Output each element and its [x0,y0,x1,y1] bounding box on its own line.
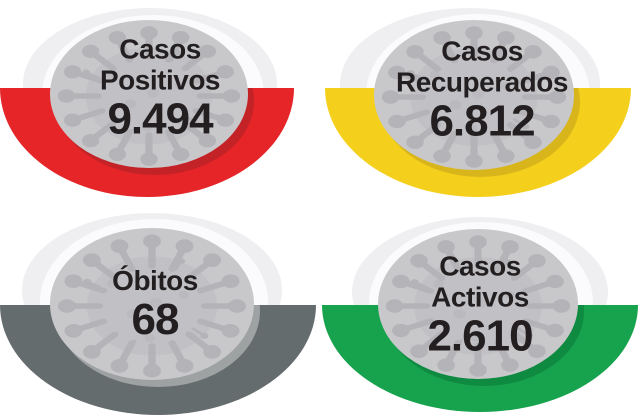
stat-label-line1: Casos [439,250,521,282]
stat-value: 68 [131,295,180,344]
stat-badge-obitos: Óbitos 68 [0,208,320,416]
stat-text-block: Casos Activos 2.610 [427,250,533,361]
stat-value: 6.812 [429,96,535,146]
stat-label-line2: Positivos [100,64,220,96]
stat-label-line1: Casos [441,35,523,67]
stat-label-line2: Activos [431,281,529,313]
stat-value: 2.610 [427,311,533,361]
stat-text-block: Casos Recuperados 6.812 [396,36,568,145]
stat-text-block: Óbitos 68 [112,265,198,343]
stat-value: 9.494 [107,94,213,144]
stat-label-line2: Recuperados [396,66,568,98]
stat-badge-casos-activos: Casos Activos 2.610 [320,208,640,416]
stat-badge-casos-recuperados: Casos Recuperados 6.812 [320,0,640,208]
stat-badge-casos-positivos: Casos Positivos 9.494 [0,0,320,208]
stat-label-line1: Óbitos [112,265,198,296]
stat-label-line1: Casos [119,33,201,65]
stat-text-block: Casos Positivos 9.494 [100,34,220,143]
